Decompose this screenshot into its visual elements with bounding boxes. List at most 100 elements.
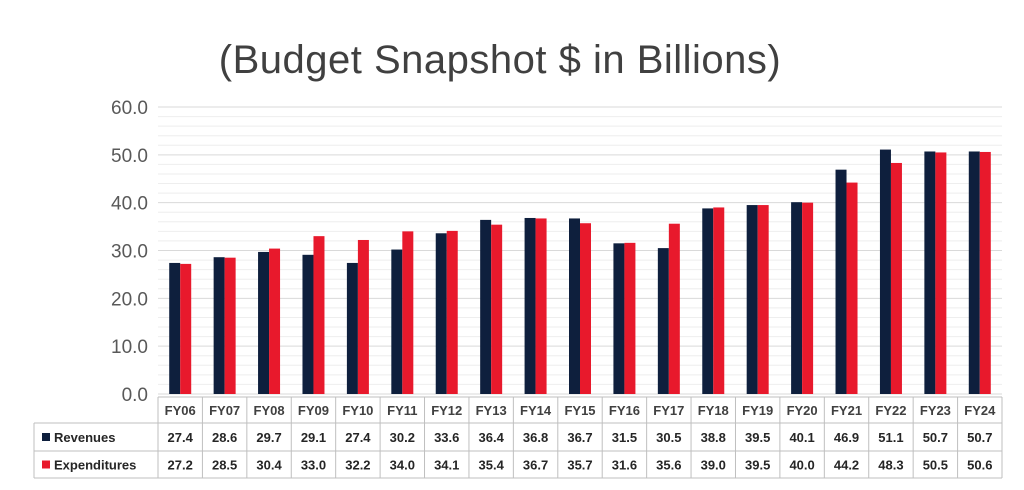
data-label: 35.4 — [479, 458, 505, 473]
bars — [169, 149, 991, 394]
data-label: 29.1 — [301, 430, 326, 445]
bar-expenditures — [491, 224, 503, 394]
legend-key-revenues — [42, 433, 50, 441]
category-label: FY13 — [476, 403, 507, 418]
category-label: FY20 — [787, 403, 818, 418]
data-label: 50.7 — [923, 430, 948, 445]
y-tick-label: 10.0 — [111, 337, 148, 358]
data-label: 39.5 — [745, 458, 770, 473]
category-label: FY14 — [520, 403, 552, 418]
data-label: 30.4 — [256, 458, 282, 473]
category-label: FY09 — [298, 403, 329, 418]
bar-expenditures — [757, 205, 769, 394]
data-label: 36.7 — [523, 458, 548, 473]
category-label: FY10 — [342, 403, 373, 418]
data-label: 36.4 — [479, 430, 505, 445]
bar-revenues — [435, 233, 447, 394]
data-label: 39.5 — [745, 430, 770, 445]
bar-revenues — [213, 257, 225, 394]
chart-title: (Budget Snapshot $ in Billions) — [218, 38, 782, 82]
bar-revenues — [879, 149, 891, 394]
bar-revenues — [702, 208, 714, 394]
data-label: 50.5 — [923, 458, 948, 473]
data-label: 34.1 — [434, 458, 459, 473]
bar-revenues — [258, 251, 270, 394]
bar-revenues — [302, 254, 314, 394]
legend-label: Expenditures — [54, 458, 136, 473]
data-label: 27.2 — [168, 458, 193, 473]
category-label: FY24 — [964, 403, 996, 418]
category-label: FY18 — [698, 403, 729, 418]
y-tick-label: 50.0 — [111, 146, 148, 167]
bar-revenues — [391, 249, 403, 394]
bar-revenues — [746, 205, 758, 394]
data-label: 36.7 — [567, 430, 592, 445]
bar-revenues — [524, 217, 536, 394]
y-tick-label: 20.0 — [111, 289, 148, 310]
bar-expenditures — [668, 223, 680, 394]
data-label: 50.7 — [967, 430, 992, 445]
data-label: 27.4 — [345, 430, 371, 445]
bar-expenditures — [535, 218, 547, 394]
data-label: 40.0 — [789, 458, 814, 473]
data-label: 50.6 — [967, 458, 992, 473]
bar-revenues — [657, 248, 669, 394]
bar-expenditures — [802, 202, 814, 394]
y-tick-label: 40.0 — [111, 194, 148, 215]
category-label: FY11 — [387, 403, 417, 418]
bar-revenues — [569, 218, 580, 394]
data-label: 33.0 — [301, 458, 326, 473]
data-label: 35.7 — [567, 458, 592, 473]
bar-revenues — [480, 219, 492, 394]
category-label: FY17 — [653, 403, 684, 418]
data-label: 51.1 — [878, 430, 903, 445]
data-label: 31.6 — [612, 458, 637, 473]
data-label: 44.2 — [834, 458, 859, 473]
bar-expenditures — [846, 182, 858, 394]
bar-revenues — [968, 151, 980, 394]
category-label: FY12 — [431, 403, 462, 418]
data-label: 36.8 — [523, 430, 548, 445]
data-label: 48.3 — [878, 458, 903, 473]
data-label: 29.7 — [256, 430, 281, 445]
category-label: FY23 — [920, 403, 951, 418]
bar-revenues — [924, 151, 936, 394]
bar-expenditures — [357, 239, 369, 394]
data-label: 32.2 — [345, 458, 370, 473]
bar-expenditures — [402, 231, 414, 394]
bar-expenditures — [979, 151, 991, 394]
data-label: 33.6 — [434, 430, 459, 445]
bar-expenditures — [890, 162, 902, 394]
data-label: 28.6 — [212, 430, 237, 445]
category-label: FY06 — [165, 403, 196, 418]
bar-revenues — [346, 262, 358, 394]
bar-expenditures — [580, 223, 591, 394]
y-tick-label: 30.0 — [111, 242, 148, 263]
legend-label: Revenues — [54, 430, 115, 445]
bar-expenditures — [313, 236, 325, 394]
category-label: FY08 — [254, 403, 285, 418]
data-label: 38.8 — [701, 430, 726, 445]
y-tick-label: 60.0 — [111, 98, 148, 119]
category-label: FY22 — [875, 403, 906, 418]
bar-revenues — [613, 243, 625, 394]
bar-expenditures — [713, 207, 725, 394]
y-axis-ticks: 0.0 10.0 20.0 30.0 40.0 50.0 60.0 — [111, 98, 148, 406]
bar-expenditures — [224, 257, 236, 394]
data-label: 30.5 — [656, 430, 681, 445]
bar-expenditures — [180, 263, 192, 394]
data-label: 31.5 — [612, 430, 637, 445]
data-label: 40.1 — [789, 430, 814, 445]
data-label: 35.6 — [656, 458, 681, 473]
bar-revenues — [169, 262, 181, 394]
category-label: FY07 — [209, 403, 240, 418]
bar-expenditures — [446, 230, 458, 394]
bar-revenues — [835, 169, 847, 394]
legend-key-expenditures — [42, 460, 50, 469]
data-label: 34.0 — [390, 458, 415, 473]
y-tick-label: 0.0 — [122, 385, 148, 406]
bar-expenditures — [624, 242, 636, 394]
category-label: FY15 — [564, 403, 595, 418]
category-label: FY16 — [609, 403, 640, 418]
